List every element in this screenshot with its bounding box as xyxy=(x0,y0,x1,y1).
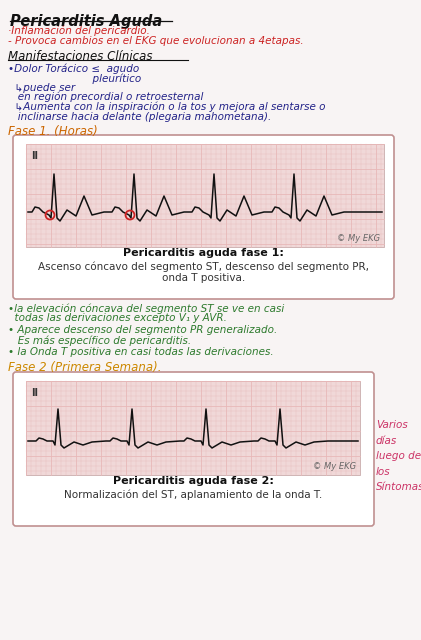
FancyBboxPatch shape xyxy=(13,135,394,299)
Text: Normalización del ST, aplanamiento de la onda T.: Normalización del ST, aplanamiento de la… xyxy=(64,489,322,499)
Text: inclinarse hacia delante (plegaria mahometana).: inclinarse hacia delante (plegaria mahom… xyxy=(8,112,271,122)
Text: en región precordial o retroesternal: en región precordial o retroesternal xyxy=(8,92,203,102)
Text: - Provoca cambios en el EKG que evolucionan a 4etapas.: - Provoca cambios en el EKG que evolucio… xyxy=(8,36,304,46)
Text: onda T positiva.: onda T positiva. xyxy=(162,273,245,283)
Text: pleurítico: pleurítico xyxy=(8,73,141,83)
Text: • la Onda T positiva en casi todas las derivaciones.: • la Onda T positiva en casi todas las d… xyxy=(8,347,274,357)
Text: Manifestaciones Clínicas: Manifestaciones Clínicas xyxy=(8,50,152,63)
Text: Fase 1. (Horas): Fase 1. (Horas) xyxy=(8,125,98,138)
Text: © My EKG: © My EKG xyxy=(337,234,380,243)
Text: •Dolor Torácico ≤  agudo: •Dolor Torácico ≤ agudo xyxy=(8,63,139,74)
Text: Pericarditis Aguda: Pericarditis Aguda xyxy=(10,14,162,29)
Text: Varios
días
luego de
los
Síntomas: Varios días luego de los Síntomas xyxy=(376,420,421,492)
Text: ↳Aumenta con la inspiración o la tos y mejora al sentarse o: ↳Aumenta con la inspiración o la tos y m… xyxy=(8,102,325,113)
Text: II: II xyxy=(31,151,38,161)
Text: Pericarditis aguda fase 2:: Pericarditis aguda fase 2: xyxy=(113,476,274,486)
Text: Ascenso cóncavo del segmento ST, descenso del segmento PR,: Ascenso cóncavo del segmento ST, descens… xyxy=(38,261,369,271)
Text: ·Inflamación del pericardio.: ·Inflamación del pericardio. xyxy=(8,25,150,35)
Text: Es más específico de pericarditis.: Es más específico de pericarditis. xyxy=(8,335,191,346)
Text: Fase 2 (Primera Semana).: Fase 2 (Primera Semana). xyxy=(8,361,162,374)
Bar xyxy=(26,144,384,247)
Text: •la elevación cóncava del segmento ST se ve en casi: •la elevación cóncava del segmento ST se… xyxy=(8,303,284,314)
Text: II: II xyxy=(31,388,38,398)
Text: © My EKG: © My EKG xyxy=(313,462,356,471)
Text: • Aparece descenso del segmento PR generalizado.: • Aparece descenso del segmento PR gener… xyxy=(8,325,277,335)
Bar xyxy=(26,381,360,475)
Text: Pericarditis aguda fase 1:: Pericarditis aguda fase 1: xyxy=(123,248,284,258)
Text: ↳puede ser: ↳puede ser xyxy=(8,83,75,93)
FancyBboxPatch shape xyxy=(13,372,374,526)
Text: todas las derivaciones excepto V₁ y AVR.: todas las derivaciones excepto V₁ y AVR. xyxy=(8,313,227,323)
